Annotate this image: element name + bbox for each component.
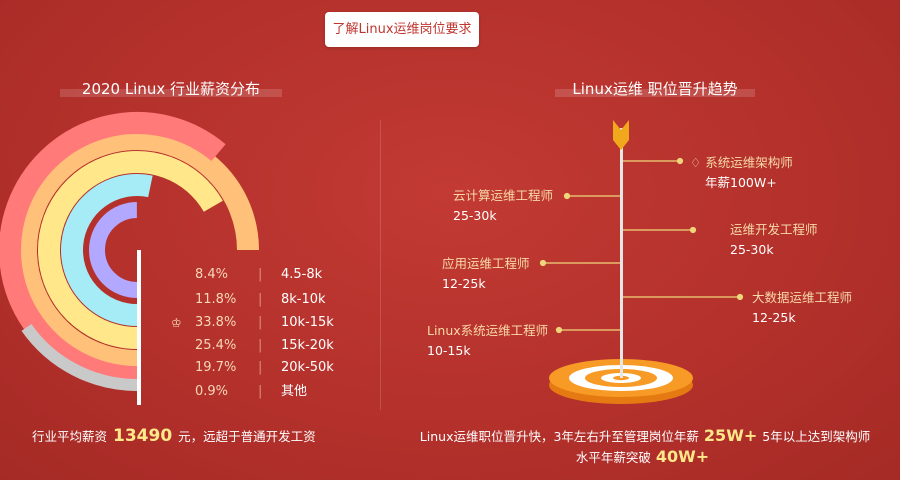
legend-row: 0.9% | 其他	[168, 382, 368, 402]
career-name: 应用运维工程师	[442, 256, 530, 271]
career-branch-dot	[539, 259, 547, 267]
management-salary-value: 25W+	[703, 426, 758, 445]
career-name: 云计算运维工程师	[453, 188, 554, 203]
chart-axis-line	[137, 250, 141, 405]
legend-percentage: 33.8%	[195, 315, 237, 330]
legend-row: ♔ 33.8% | 10k-15k	[168, 313, 368, 333]
career-salary: 10-15k	[427, 343, 471, 358]
legend-separator: |	[258, 338, 263, 353]
career-title: 大数据运维工程师	[752, 288, 852, 308]
career-branch-dot	[736, 293, 744, 301]
career-branch-dot	[563, 192, 571, 200]
career-summary-line1: Linux运维职位晋升快，3年左右升至管理岗位年薪 25W+ 5年以上达到架构师	[405, 426, 885, 447]
legend-range: 10k-15k	[281, 315, 334, 330]
job-requirements-button[interactable]: 了解Linux运维岗位要求	[325, 12, 479, 47]
salary-radial-chart	[0, 112, 259, 405]
crown-icon: ♔	[171, 316, 182, 330]
career-summary-line2: 水平年薪突破 40W+	[405, 447, 885, 468]
title-underline	[60, 89, 282, 97]
legend-separator: |	[258, 292, 263, 307]
career-name: 大数据运维工程师	[752, 290, 853, 305]
career-summary: Linux运维职位晋升快，3年左右升至管理岗位年薪 25W+ 5年以上达到架构师 水…	[405, 426, 885, 468]
career-title: 应用运维工程师	[442, 254, 530, 274]
legend-percentage: 8.4%	[195, 267, 229, 282]
legend-row: 25.4% | 15k-20k	[168, 336, 368, 356]
career-item: 大数据运维工程师 12-25k	[752, 288, 852, 328]
career-item: 云计算运维工程师 25-30k	[453, 186, 553, 226]
legend-separator: |	[258, 384, 263, 399]
salary-distribution-title: 2020 Linux 行业薪资分布	[60, 79, 282, 103]
career-title: Linux系统运维工程师	[427, 321, 548, 341]
career-summary-text: 5年以上达到架构师	[762, 429, 871, 444]
diamond-icon: ♢	[690, 155, 706, 170]
career-item: Linux系统运维工程师 10-15k	[427, 321, 548, 361]
career-item: 应用运维工程师 12-25k	[442, 254, 530, 294]
career-summary-text: Linux运维职位晋升快，3年左右升至管理岗位年薪	[419, 429, 699, 444]
career-item: ♢ 系统运维架构师 年薪100W+	[690, 153, 793, 193]
career-name: Linux系统运维工程师	[427, 323, 549, 338]
career-salary: 年薪100W+	[705, 175, 777, 190]
legend-row: 19.7% | 20k-50k	[168, 358, 368, 378]
career-name: 系统运维架构师	[705, 155, 793, 170]
career-branch-dot	[689, 226, 697, 234]
career-pole	[620, 128, 623, 378]
career-branch-dot	[676, 157, 684, 165]
legend-row: 8.4% | 4.5-8k	[168, 265, 368, 285]
career-item: 运维开发工程师 25-30k	[730, 220, 818, 260]
legend-percentage: 11.8%	[195, 292, 237, 307]
legend-range: 4.5-8k	[281, 267, 323, 282]
architect-salary-value: 40W+	[655, 447, 710, 466]
radial-bar-10k-15k	[15, 128, 259, 372]
radial-bar-4.5-8k	[88, 202, 138, 298]
arrow-fletching-icon	[613, 120, 629, 150]
legend-row: 11.8% | 8k-10k	[168, 290, 368, 310]
average-salary-note: 元，远超于普通开发工资	[178, 429, 316, 444]
average-salary-summary: 行业平均薪资 13490 元，远超于普通开发工资	[32, 426, 316, 446]
radial-bar-8k-10k	[61, 174, 153, 326]
section-divider	[380, 120, 381, 410]
career-salary: 25-30k	[730, 242, 774, 257]
legend-separator: |	[258, 267, 263, 282]
legend-range: 8k-10k	[281, 292, 326, 307]
career-name: 运维开发工程师	[730, 222, 818, 237]
legend-separator: |	[258, 360, 263, 375]
salary-distribution-title-text: 2020 Linux 行业薪资分布	[81, 80, 261, 98]
average-salary-value: 13490	[113, 426, 173, 446]
legend-separator: |	[258, 315, 263, 330]
title-underline	[555, 89, 755, 97]
radial-bar-15k-20k	[38, 151, 223, 349]
legend-range: 其他	[281, 384, 308, 399]
career-trend-title-text: Linux运维 职位晋升趋势	[572, 80, 738, 98]
career-summary-text: 水平年薪突破	[575, 450, 651, 465]
radial-bar-其他	[21, 323, 138, 391]
legend-percentage: 25.4%	[195, 338, 237, 353]
career-salary: 12-25k	[752, 310, 796, 325]
legend-range: 20k-50k	[281, 360, 334, 375]
career-salary: 25-30k	[453, 208, 497, 223]
legend-percentage: 0.9%	[195, 384, 229, 399]
career-salary: 12-25k	[442, 276, 486, 291]
average-salary-label: 行业平均薪资	[32, 429, 108, 444]
career-trend-title: Linux运维 职位晋升趋势	[555, 79, 755, 103]
career-title: 运维开发工程师	[730, 220, 818, 240]
radial-bar-20k-50k	[0, 112, 226, 388]
career-branch-dot	[555, 326, 563, 334]
career-title: 云计算运维工程师	[453, 186, 553, 206]
legend-percentage: 19.7%	[195, 360, 237, 375]
career-title: ♢ 系统运维架构师	[690, 153, 793, 173]
legend-range: 15k-20k	[281, 338, 334, 353]
